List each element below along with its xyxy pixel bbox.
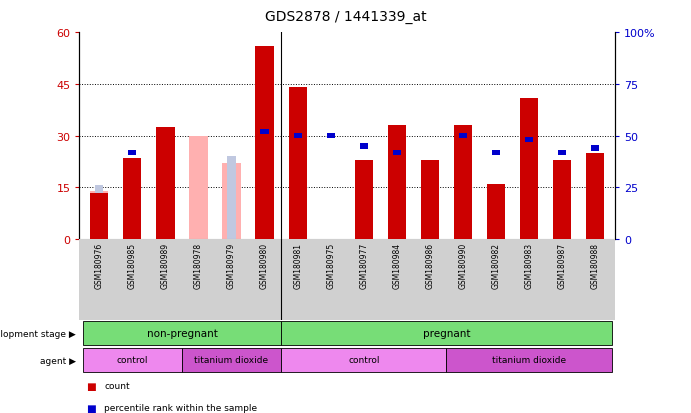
- Bar: [392, 150, 401, 155]
- Bar: [83, 321, 281, 346]
- Text: GSM180987: GSM180987: [558, 242, 567, 288]
- Text: GSM180984: GSM180984: [392, 242, 401, 288]
- Text: GSM180986: GSM180986: [426, 242, 435, 288]
- Text: GSM180989: GSM180989: [161, 242, 170, 288]
- Bar: [354, 160, 373, 240]
- Bar: [161, 147, 169, 240]
- Bar: [83, 348, 182, 373]
- Bar: [129, 150, 137, 155]
- Text: GSM180979: GSM180979: [227, 242, 236, 288]
- Text: control: control: [117, 355, 148, 364]
- Text: GSM180976: GSM180976: [95, 242, 104, 288]
- Bar: [256, 47, 274, 240]
- Text: GSM180981: GSM180981: [293, 242, 302, 288]
- Bar: [227, 157, 236, 240]
- Bar: [421, 160, 439, 240]
- Text: GSM180982: GSM180982: [491, 242, 500, 288]
- Text: control: control: [348, 355, 379, 364]
- Bar: [525, 138, 533, 143]
- Text: GSM180990: GSM180990: [458, 242, 467, 288]
- Bar: [359, 144, 368, 149]
- Text: GSM180988: GSM180988: [591, 242, 600, 288]
- Bar: [446, 348, 612, 373]
- Text: GSM180978: GSM180978: [194, 242, 203, 288]
- Bar: [388, 126, 406, 240]
- Bar: [520, 98, 538, 240]
- Text: GSM180977: GSM180977: [359, 242, 368, 288]
- Bar: [553, 160, 571, 240]
- Bar: [91, 193, 108, 240]
- Text: pregnant: pregnant: [423, 328, 470, 338]
- Text: GSM180985: GSM180985: [128, 242, 137, 288]
- Text: non-pregnant: non-pregnant: [146, 328, 218, 338]
- Bar: [459, 134, 467, 139]
- Text: GSM180980: GSM180980: [260, 242, 269, 288]
- Text: titanium dioxide: titanium dioxide: [194, 355, 269, 364]
- Bar: [189, 136, 207, 240]
- Bar: [591, 146, 599, 151]
- Bar: [454, 126, 472, 240]
- Text: GSM180975: GSM180975: [326, 242, 335, 288]
- Text: percentile rank within the sample: percentile rank within the sample: [104, 403, 258, 412]
- Text: count: count: [104, 381, 130, 390]
- Text: ■: ■: [86, 403, 96, 413]
- Bar: [156, 128, 175, 240]
- Bar: [492, 150, 500, 155]
- Bar: [123, 159, 142, 240]
- Bar: [289, 88, 307, 240]
- Bar: [487, 185, 505, 240]
- Bar: [95, 186, 104, 240]
- Text: ■: ■: [86, 381, 96, 391]
- Bar: [223, 164, 240, 240]
- Bar: [586, 154, 604, 240]
- Bar: [91, 191, 108, 240]
- Bar: [182, 348, 281, 373]
- Bar: [261, 130, 269, 135]
- Text: GSM180983: GSM180983: [524, 242, 533, 288]
- Bar: [294, 134, 302, 139]
- Text: titanium dioxide: titanium dioxide: [492, 355, 566, 364]
- Bar: [558, 150, 566, 155]
- Text: development stage ▶: development stage ▶: [0, 329, 76, 338]
- Text: agent ▶: agent ▶: [40, 356, 76, 365]
- Bar: [281, 348, 446, 373]
- Bar: [327, 134, 335, 139]
- Text: GDS2878 / 1441339_at: GDS2878 / 1441339_at: [265, 10, 426, 24]
- Bar: [281, 321, 612, 346]
